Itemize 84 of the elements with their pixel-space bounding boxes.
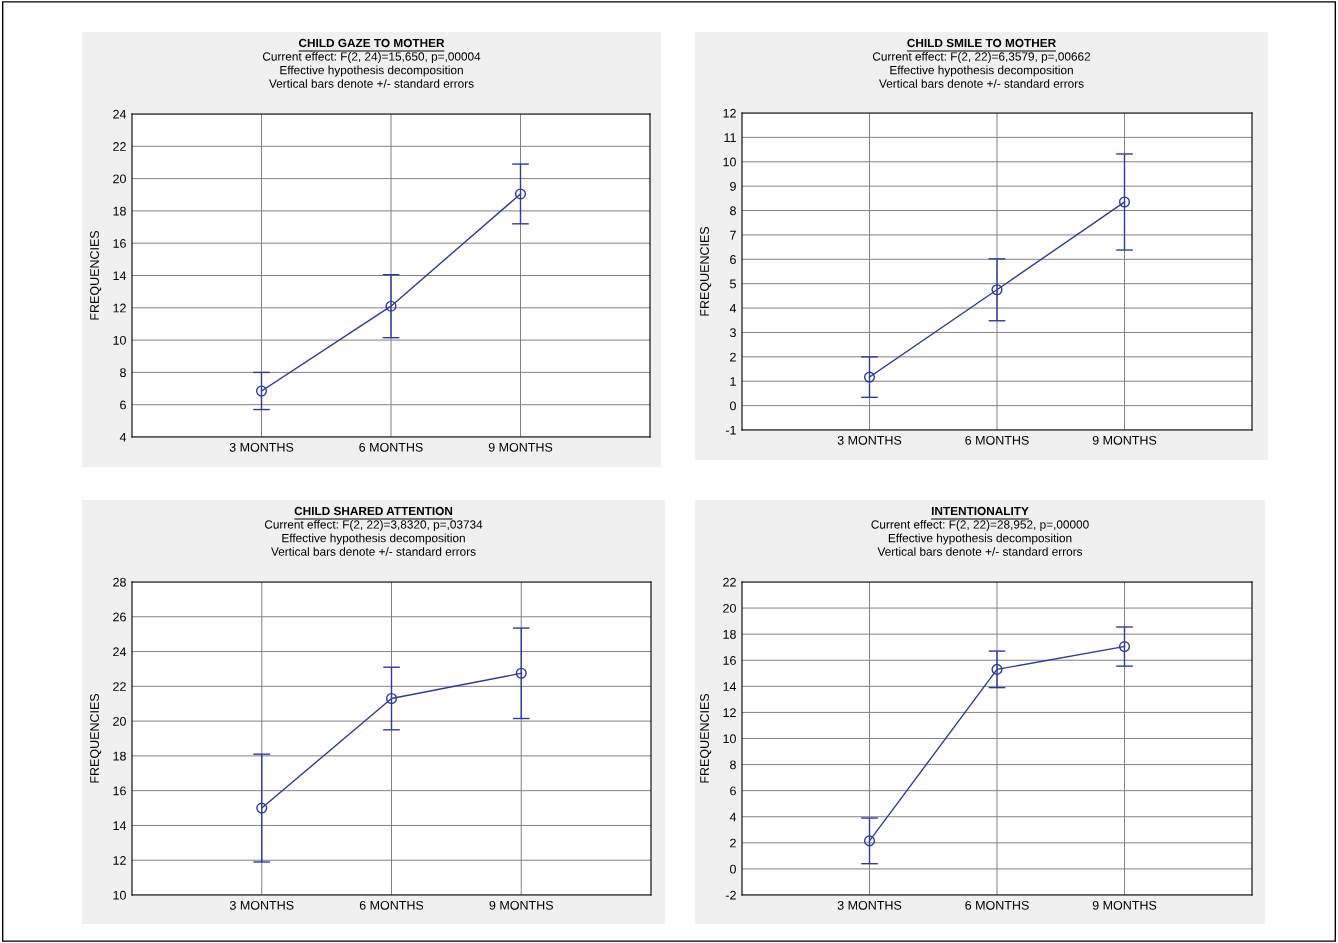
y-tick-label: 14	[113, 271, 127, 281]
chart-subtitle: Current effect: F(2, 24)=15,650, p=,00004 Effective hypothesis decomposition Vertical bars denote +/- standard errors	[262, 52, 481, 88]
y-tick-label: 28	[113, 577, 126, 587]
y-tick-label: 22	[113, 682, 126, 691]
y-tick-label: 24	[113, 647, 127, 657]
point	[863, 371, 876, 383]
x-tick-label: 9 MONTHS	[1092, 900, 1157, 910]
y-tick-label: 1	[730, 377, 736, 386]
chart-title: INTENTIONALITY	[931, 506, 1029, 516]
y-tick-label: 0	[729, 864, 736, 874]
y-tick-label: 4	[729, 304, 737, 313]
y-tick-label: 0	[729, 401, 736, 411]
point	[991, 284, 1003, 296]
y-tick-label: 18	[113, 206, 126, 216]
y-tick-label: 16	[113, 239, 126, 248]
x-tick-label: 6 MONTHS	[965, 435, 1029, 445]
point	[1118, 196, 1131, 208]
y-tick-label: 8	[730, 760, 736, 770]
x-tick-label: 3 MONTHS	[837, 435, 902, 445]
y-tick-label: 6	[120, 400, 126, 410]
y-tick-label: 20	[113, 174, 126, 184]
chart-subtitle: Current effect: F(2, 22)=28,952, p=,00000 Effective hypothesis decomposition Vertical bars denote +/- standard errors	[871, 520, 1089, 556]
y-tick-label: 5	[729, 279, 736, 289]
y-tick-label: 20	[113, 716, 126, 726]
y-tick-label: 11	[724, 133, 736, 142]
point	[991, 663, 1003, 675]
y-tick-label: 3	[729, 328, 736, 338]
y-tick-label: 12	[723, 108, 736, 118]
point	[255, 385, 268, 397]
y-tick-label: 14	[723, 682, 737, 691]
y-tick-label: 22	[113, 142, 126, 151]
y-tick-label: 4	[119, 432, 127, 442]
y-tick-label: 6	[730, 786, 736, 796]
y-axis-title: FREQUENCIES	[90, 230, 102, 320]
y-tick-label: 12	[723, 708, 736, 717]
point	[385, 692, 398, 705]
y-tick-label: 16	[113, 786, 126, 796]
x-tick-label: 6 MONTHS	[359, 900, 424, 910]
y-axis-title: FREQUENCIES	[700, 226, 712, 316]
y-axis-title: FREQUENCIES	[90, 693, 102, 783]
chart-subtitle: Current effect: F(2, 22)=3,8320, p=,03734 Effective hypothesis decomposition Vertical bars denote +/- standard errors	[264, 520, 483, 556]
y-tick-label: 26	[113, 612, 126, 622]
chart-title: CHILD SHARED ATTENTION	[294, 506, 453, 516]
y-axis-title: FREQUENCIES	[700, 693, 712, 783]
y-tick-label: 10	[723, 157, 736, 167]
point	[863, 835, 876, 847]
y-tick-label: 2	[730, 838, 736, 848]
x-tick-label: 3 MONTHS	[229, 900, 294, 910]
y-tick-label: -2	[725, 890, 736, 900]
x-tick-label: 9 MONTHS	[488, 442, 553, 452]
x-tick-label: 9 MONTHS	[489, 900, 553, 910]
chart-title: CHILD SMILE TO MOTHER	[907, 38, 1056, 48]
y-tick-label: -1	[725, 425, 736, 435]
x-tick-label: 3 MONTHS	[229, 442, 294, 452]
y-tick-label: 16	[723, 656, 736, 665]
y-tick-label: 6	[730, 255, 736, 264]
chart-subtitle: Current effect: F(2, 22)=6,3579, p=,00662 Effective hypothesis decomposition Vertical bars denote +/- standard errors	[872, 52, 1091, 88]
x-tick-label: 9 MONTHS	[1092, 435, 1157, 445]
point	[256, 802, 268, 814]
y-tick-label: 12	[113, 303, 126, 313]
y-tick-label: 8	[730, 206, 736, 216]
y-tick-label: 7	[730, 230, 736, 240]
y-tick-label: 22	[723, 577, 736, 587]
y-tick-label: 20	[723, 603, 736, 613]
point	[514, 188, 527, 200]
y-tick-label: 10	[113, 335, 126, 345]
y-tick-label: 10	[723, 734, 736, 744]
y-tick-label: 14	[113, 821, 127, 830]
y-tick-label: 18	[723, 629, 736, 639]
y-tick-label: 18	[113, 751, 126, 761]
y-tick-label: 8	[120, 368, 126, 378]
x-tick-label: 6 MONTHS	[965, 900, 1029, 910]
point	[1118, 641, 1131, 653]
y-tick-label: 2	[730, 352, 736, 362]
point	[515, 667, 527, 679]
y-tick-label: 4	[729, 812, 737, 822]
y-tick-label: 24	[113, 109, 127, 119]
point	[385, 300, 397, 312]
chart-title: CHILD GAZE TO MOTHER	[298, 38, 445, 48]
y-tick-label: 9	[730, 181, 736, 191]
y-tick-label: 10	[113, 890, 126, 900]
y-tick-label: 12	[113, 856, 126, 865]
x-tick-label: 6 MONTHS	[359, 442, 423, 452]
x-tick-label: 3 MONTHS	[837, 900, 902, 910]
